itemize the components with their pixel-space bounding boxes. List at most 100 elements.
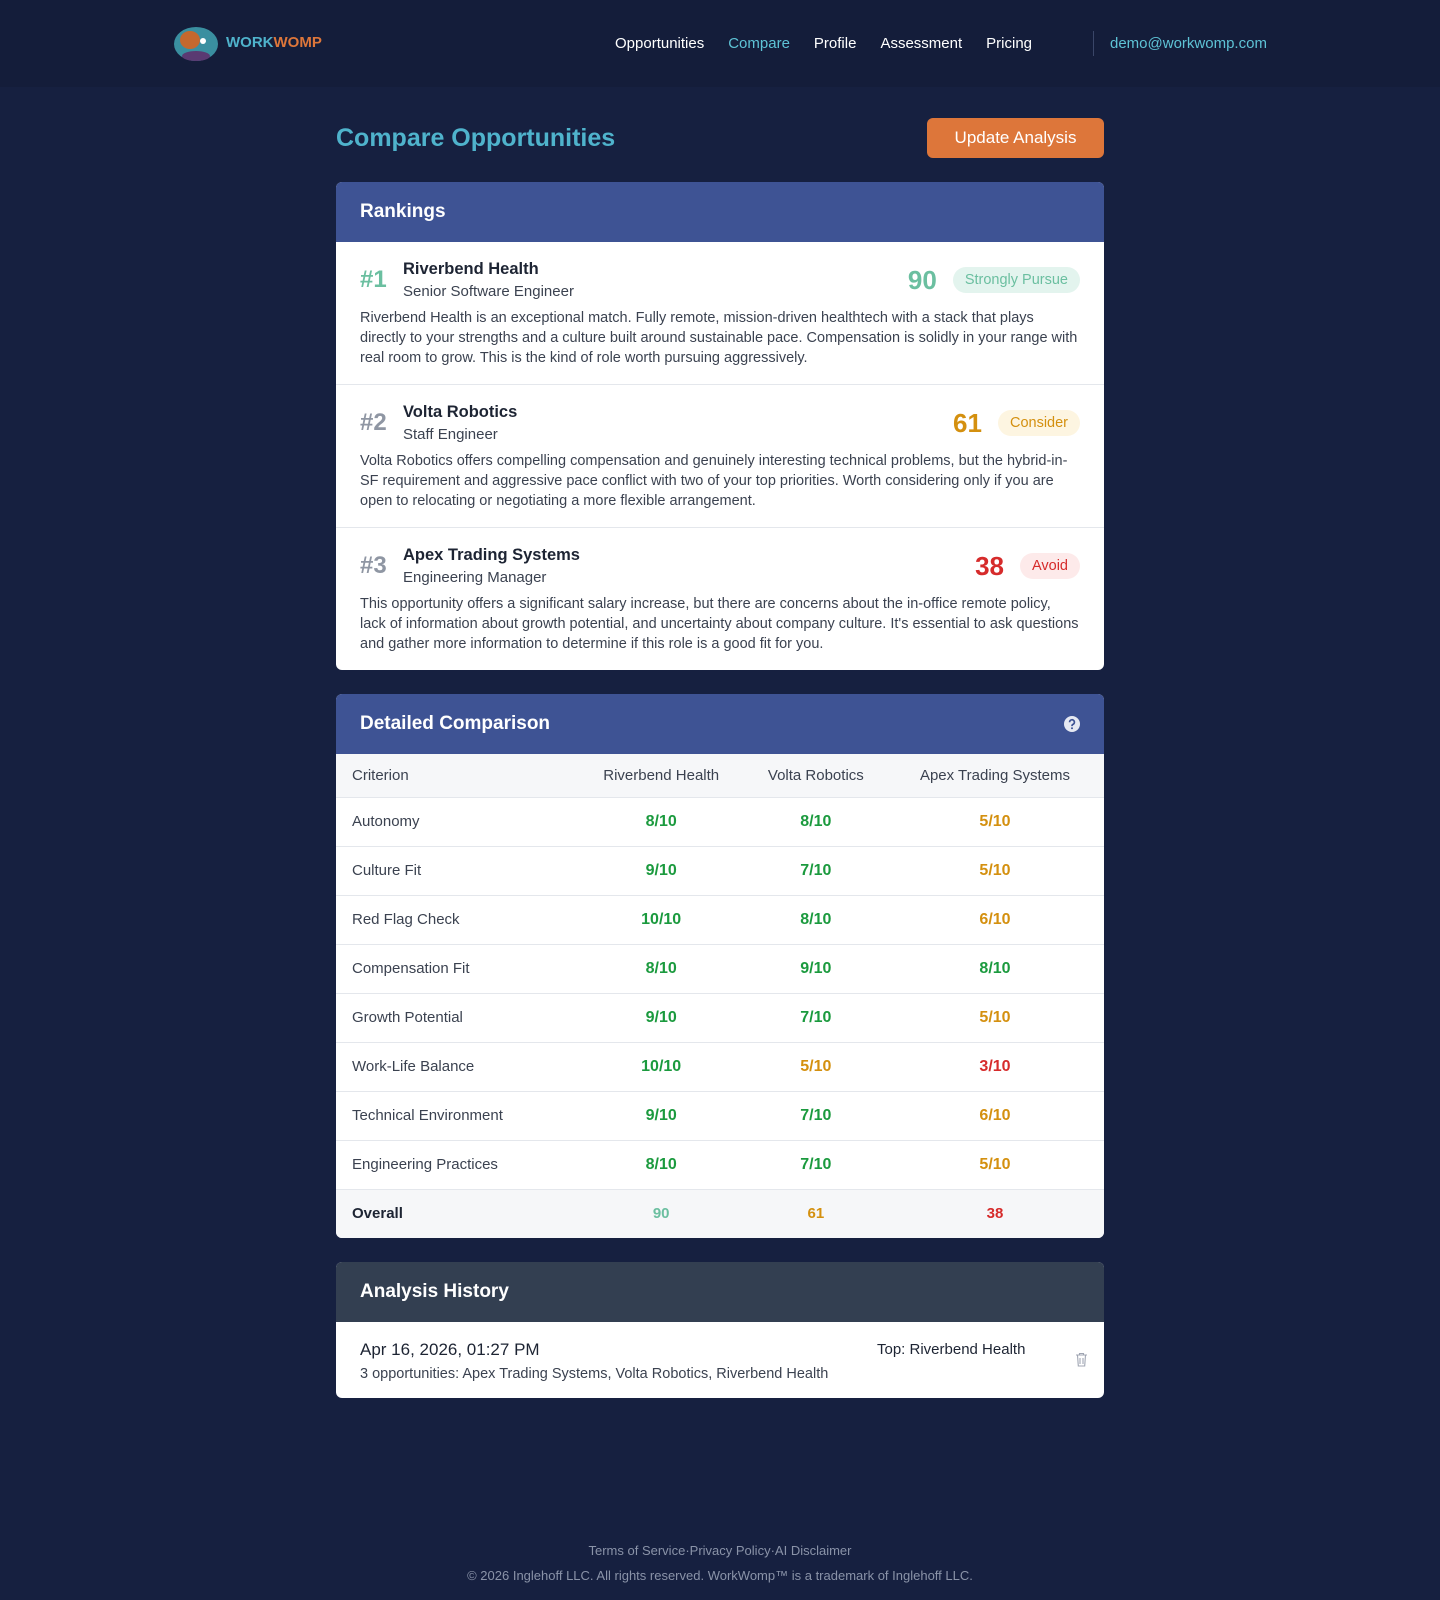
rank: #2 (360, 409, 387, 436)
score-cell: 9/10 (576, 845, 746, 895)
delete-button[interactable] (1075, 1352, 1088, 1372)
criterion: Culture Fit (336, 845, 577, 895)
score-cell: 5/10 (745, 1041, 886, 1091)
table-row: Red Flag Check 10/10 8/10 6/10 (336, 894, 1104, 944)
ranking-info: Volta Robotics Staff Engineer (403, 403, 517, 443)
score-cell: 9/10 (576, 1090, 746, 1140)
table-body: Autonomy 8/10 8/10 5/10 Culture Fit 9/10 7/10 5… (336, 796, 1104, 1238)
overall-score: 38 (886, 1188, 1104, 1238)
role: Senior Software Engineer (403, 283, 574, 300)
ranking-info: Apex Trading Systems Engineering Manager (403, 546, 580, 586)
footer-link[interactable]: Privacy Policy (689, 1543, 771, 1558)
role: Engineering Manager (403, 569, 547, 586)
score: 38 (975, 550, 1004, 581)
page-title: Compare Opportunities (336, 123, 616, 152)
rankings-header: Rankings (336, 182, 1104, 242)
comparison-table: Criterion Riverbend Health Volta Robotics A… (336, 754, 1104, 1238)
badge: Consider (997, 410, 1080, 436)
logo[interactable]: WORK WOMP (170, 20, 322, 64)
history-top: Top: Riverbend Health (877, 1341, 1026, 1358)
overall-score: 90 (576, 1188, 746, 1238)
title-row: Compare Opportunities Update Analysis (336, 118, 1104, 158)
history-detail: 3 opportunities: Apex Trading Systems, V… (360, 1366, 829, 1382)
score-cell: 5/10 (886, 845, 1104, 895)
criterion: Red Flag Check (336, 894, 577, 944)
main: Compare Opportunities Update Analysis Ra… (336, 118, 1104, 1398)
nav-links: Opportunities Compare Profile Assessment Pri… (615, 0, 1032, 87)
history-card: Analysis History Apr 16, 2026, 01:27 PM 3… (336, 1262, 1104, 1398)
criterion: Autonomy (336, 796, 577, 846)
score-cell: 7/10 (745, 1139, 886, 1189)
ranking-row: #3 Apex Trading Systems Engineering Manage… (360, 546, 1080, 586)
score-cell: 7/10 (745, 1090, 886, 1140)
score-cell: 8/10 (745, 894, 886, 944)
rank: #3 (360, 552, 387, 579)
footer-separator: · (770, 1543, 775, 1558)
history-entry[interactable]: Apr 16, 2026, 01:27 PM 3 opportunities: A… (336, 1322, 1104, 1398)
nav-link[interactable]: Profile (813, 35, 857, 52)
nav-link[interactable]: Opportunities (615, 35, 705, 52)
score-cell: 8/10 (576, 796, 746, 846)
brand-second: WOMP (273, 33, 322, 51)
score: 90 (907, 264, 937, 295)
table-row: Growth Potential 9/10 7/10 5/10 (336, 992, 1104, 1042)
comparison-title: Detailed Comparison (360, 713, 551, 734)
footer-link[interactable]: AI Disclaimer (774, 1543, 852, 1558)
table-row: Compensation Fit 8/10 9/10 8/10 (336, 943, 1104, 993)
ranking-item: #3 Apex Trading Systems Engineering Manage… (336, 528, 1104, 670)
ranking-info: Riverbend Health Senior Software Engineer (403, 260, 574, 300)
rankings-card: Rankings #1 Riverbend Health Senior Softwa… (336, 182, 1104, 670)
score-cell: 9/10 (745, 943, 886, 993)
column-header: Volta Robotics (745, 754, 886, 797)
summary: Volta Robotics offers compelling compens… (360, 453, 1068, 509)
nav-link[interactable]: Pricing (986, 35, 1033, 52)
score-cell: 6/10 (886, 1090, 1104, 1140)
top-nav: WORK WOMP Opportunities Compare Profile Asse… (0, 0, 1440, 87)
score-cell: 6/10 (886, 894, 1104, 944)
company: Volta Robotics (403, 403, 518, 421)
table-row: Work-Life Balance 10/10 5/10 3/10 (336, 1041, 1104, 1091)
score-cell: 5/10 (886, 992, 1104, 1042)
badge: Avoid (1019, 553, 1080, 579)
nav-link[interactable]: Compare (728, 35, 790, 52)
summary: Riverbend Health is an exceptional match… (360, 310, 1078, 366)
company: Riverbend Health (403, 260, 539, 278)
table-row: Culture Fit 9/10 7/10 5/10 (336, 845, 1104, 895)
update-button[interactable]: Update Analysis (927, 118, 1104, 158)
footer-link[interactable]: Terms of Service (588, 1543, 686, 1558)
column-header: Apex Trading Systems (886, 754, 1104, 797)
user-email[interactable]: demo@workwomp.com (1110, 35, 1267, 52)
score-cell: 5/10 (886, 796, 1104, 846)
rankings-list: #1 Riverbend Health Senior Software Engine… (336, 242, 1104, 670)
rankings-title: Rankings (360, 201, 446, 222)
table-row: Technical Environment 9/10 7/10 6/10 (336, 1090, 1104, 1140)
nav-link[interactable]: Assessment (880, 35, 963, 52)
score-cell: 8/10 (886, 943, 1104, 993)
role: Staff Engineer (403, 426, 498, 443)
overall-row: Overall 90 61 38 (336, 1188, 1104, 1238)
table-row: Engineering Practices 8/10 7/10 5/10 (336, 1139, 1104, 1189)
footer-copyright: © 2026 Inglehoff LLC. All rights reserve… (467, 1568, 973, 1583)
footer-links: Terms of Service·Privacy Policy·AI Discl… (0, 1543, 1440, 1558)
column-header: Riverbend Health (576, 754, 746, 797)
rank: #1 (360, 266, 387, 293)
trash-icon (1076, 1352, 1087, 1367)
criterion: Technical Environment (336, 1090, 577, 1140)
history-date: Apr 16, 2026, 01:27 PM (360, 1340, 540, 1359)
score: 61 (953, 407, 982, 438)
ranking-row: #2 Volta Robotics Staff Engineer 61 Consider (360, 403, 1080, 443)
brand-first: WORK (226, 33, 274, 51)
help-icon[interactable] (1064, 716, 1080, 732)
score-cell: 10/10 (576, 1041, 746, 1091)
score-cell: 5/10 (886, 1139, 1104, 1189)
history-list: Apr 16, 2026, 01:27 PM 3 opportunities: A… (336, 1322, 1104, 1398)
score-cell: 8/10 (576, 943, 746, 993)
score-cell: 9/10 (576, 992, 746, 1042)
nav-separator (1093, 31, 1094, 56)
footer-separator: · (685, 1543, 690, 1558)
criterion: Engineering Practices (336, 1139, 577, 1189)
ranking-row: #1 Riverbend Health Senior Software Engine… (360, 260, 1080, 300)
score-cell: 7/10 (745, 992, 886, 1042)
